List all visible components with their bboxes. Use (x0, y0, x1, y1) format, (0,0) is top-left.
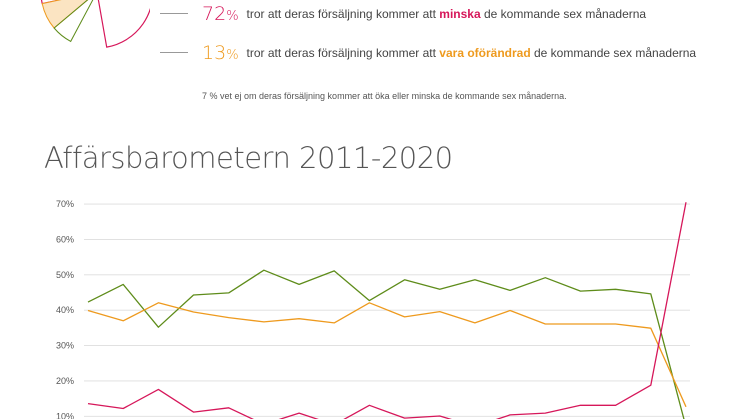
pie-slices (41, 0, 150, 48)
stat-unit: % (226, 48, 239, 63)
chart-title: Affärsbarometern 2011-2020 (44, 141, 453, 175)
series-line (87, 202, 687, 419)
series-line (87, 269, 685, 419)
stat-highlight: vara oförändrad (439, 46, 531, 60)
y-tick-label: 30% (56, 341, 74, 351)
stat-dash (160, 13, 188, 14)
series-line (87, 302, 687, 408)
stat-decrease: 72% tror att deras försäljning kommer at… (160, 4, 737, 27)
stat-text-suffix: de kommande sex månaderna (484, 7, 647, 21)
line-chart: 70% 60% 50% 40% 30% 20% 10% (56, 199, 690, 419)
chart-series (87, 202, 687, 419)
footnote: 7 % vet ej om deras försäljning kommer a… (202, 91, 567, 101)
stat-dash (160, 52, 188, 53)
y-tick-label: 40% (56, 305, 74, 315)
y-axis: 70% 60% 50% 40% 30% 20% 10% (56, 199, 74, 419)
y-tick-label: 20% (56, 376, 74, 386)
stat-value: 72 (202, 3, 227, 25)
stat-highlight: minska (439, 7, 481, 21)
stat-text-prefix: tror att deras försäljning kommer att (246, 46, 436, 60)
stat-text-prefix: tror att deras försäljning kommer att (246, 7, 436, 21)
pie-slice-increase (53, 0, 94, 43)
y-tick-label: 10% (56, 411, 74, 419)
pie-slice-unchanged (41, 0, 89, 29)
stat-unchanged: 13% tror att deras försäljning kommer at… (160, 43, 717, 66)
y-tick-label: 70% (56, 199, 74, 209)
stat-unit: % (226, 9, 239, 24)
stat-value: 13 (202, 42, 227, 64)
stat-percent: 13% (202, 43, 239, 66)
stat-percent: 72% (202, 4, 239, 27)
y-tick-label: 50% (56, 270, 74, 280)
y-tick-label: 60% (56, 234, 74, 244)
pie-chart (41, 0, 150, 48)
stat-text: tror att deras försäljning kommer att mi… (247, 7, 737, 21)
stat-text: tror att deras försäljning kommer att va… (247, 46, 717, 60)
pie-slice-decrease (41, 0, 150, 48)
stat-text-suffix: de kommande sex månaderna (534, 46, 697, 60)
